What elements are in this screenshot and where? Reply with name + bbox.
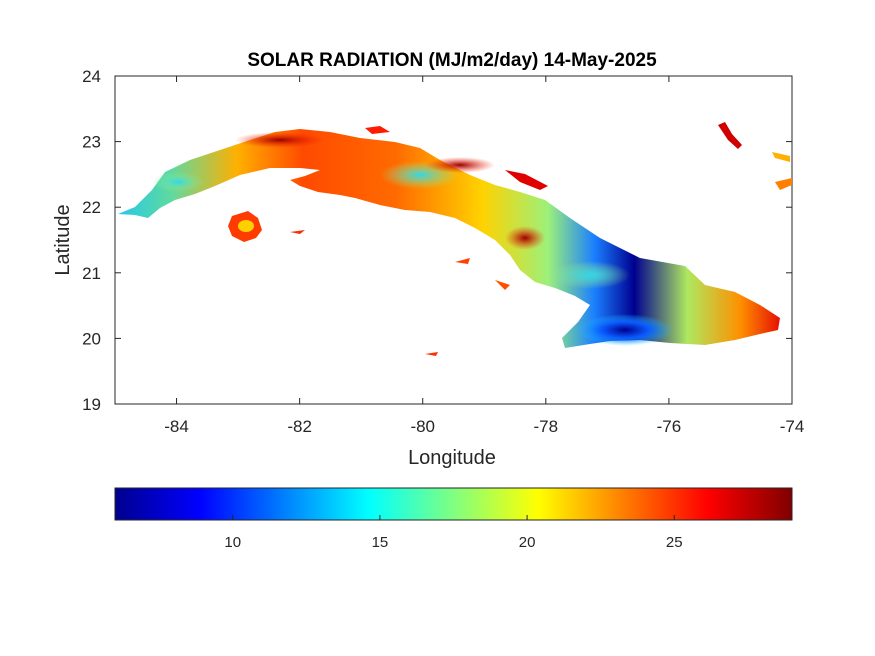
bahamas-fragment-1 xyxy=(772,152,790,162)
y-tick-label: 19 xyxy=(82,395,101,414)
y-axis-label: Latitude xyxy=(52,204,74,275)
darkred-north-coast xyxy=(235,132,325,148)
southern-cays-4 xyxy=(425,352,438,356)
x-axis-label: Longitude xyxy=(408,447,496,469)
cyan-patch-east xyxy=(550,261,630,289)
x-tick-label: -78 xyxy=(534,417,559,436)
x-tick-label: -82 xyxy=(287,417,312,436)
chart-title: SOLAR RADIATION (MJ/m2/day) 14-May-2025 xyxy=(247,50,657,71)
y-tick-label: 20 xyxy=(82,329,101,348)
isla-juventud-core xyxy=(238,220,254,232)
blue-low-sierra-maestra xyxy=(577,314,673,346)
solar-radiation-map xyxy=(118,122,792,356)
axes-box xyxy=(114,75,793,405)
colorbar-tick-label: 10 xyxy=(224,534,241,551)
cyan-patch-west xyxy=(152,172,204,192)
x-tick-label: -74 xyxy=(780,417,805,436)
cuba-main-island xyxy=(118,129,780,348)
y-tick-label: 22 xyxy=(82,198,101,217)
colorbar xyxy=(114,487,793,521)
x-axis-ticks: -84 -82 -80 -78 -76 -74 xyxy=(164,76,804,436)
darkred-center-north xyxy=(425,157,495,173)
southern-cays xyxy=(290,230,305,234)
inagua-fragment xyxy=(718,122,742,149)
y-tick-label: 23 xyxy=(82,133,101,152)
x-tick-label: -76 xyxy=(657,417,682,436)
x-tick-label: -84 xyxy=(164,417,189,436)
y-tick-label: 24 xyxy=(82,67,101,86)
y-axis-ticks: 19 20 21 22 23 24 xyxy=(82,67,792,414)
colorbar-tick-label: 15 xyxy=(372,534,389,551)
x-tick-label: -80 xyxy=(410,417,435,436)
darkred-central-south xyxy=(505,226,545,250)
y-tick-label: 21 xyxy=(82,264,101,283)
colorbar-tick-label: 20 xyxy=(519,534,536,551)
bahamas-fragment-2 xyxy=(775,178,792,190)
northern-cays-2 xyxy=(505,170,548,190)
southern-cays-3 xyxy=(495,280,510,290)
southern-cays-2 xyxy=(455,258,470,264)
northern-cays xyxy=(365,126,390,134)
colorbar-tick-label: 25 xyxy=(666,534,683,551)
colorbar-ticks: 10 15 20 25 xyxy=(224,515,683,551)
